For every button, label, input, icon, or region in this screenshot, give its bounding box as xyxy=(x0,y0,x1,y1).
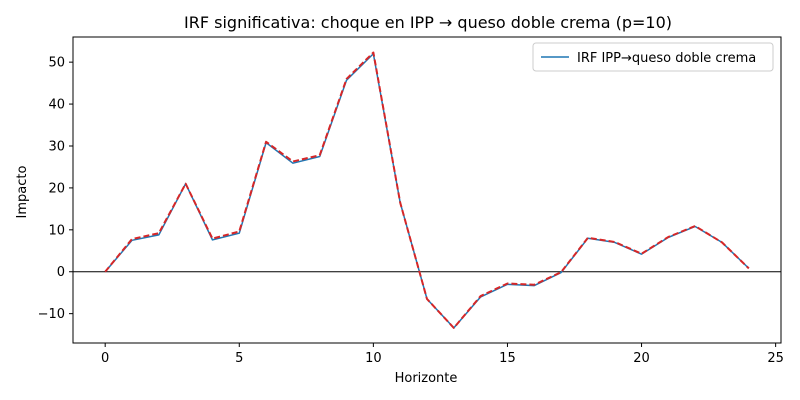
axes-frame xyxy=(72,36,782,344)
y-tick-label: 50 xyxy=(48,56,65,71)
y-axis-ticks: −10 0 10 20 30 40 50 xyxy=(38,56,73,322)
legend: IRF IPP→queso doble crema xyxy=(532,42,774,72)
plot-area: 0 5 10 15 20 25 −10 0 10 20 30 40 50 xyxy=(38,36,784,366)
y-tick-label: 40 xyxy=(48,98,65,113)
series-line-1 xyxy=(104,51,750,329)
legend-box xyxy=(532,42,774,72)
y-tick-label: 30 xyxy=(48,139,65,154)
series-layer xyxy=(104,51,750,329)
x-axis-title: Horizonte xyxy=(395,371,458,386)
y-tick-label: 10 xyxy=(48,223,65,238)
x-tick-label: 10 xyxy=(365,351,382,366)
y-tick-label: 0 xyxy=(57,265,65,280)
legend-label: IRF IPP→queso doble crema xyxy=(577,51,756,66)
x-tick-label: 15 xyxy=(499,351,516,366)
chart-title: IRF significativa: choque en IPP → queso… xyxy=(184,13,672,32)
x-axis-ticks: 0 5 10 15 20 25 xyxy=(101,343,784,366)
y-tick-label: −10 xyxy=(38,307,65,322)
x-tick-label: 0 xyxy=(101,351,109,366)
y-tick-label: 20 xyxy=(48,181,65,196)
x-tick-label: 5 xyxy=(235,351,243,366)
x-tick-label: 20 xyxy=(633,351,650,366)
y-axis-title: Impacto xyxy=(15,166,30,219)
x-tick-label: 25 xyxy=(767,351,784,366)
